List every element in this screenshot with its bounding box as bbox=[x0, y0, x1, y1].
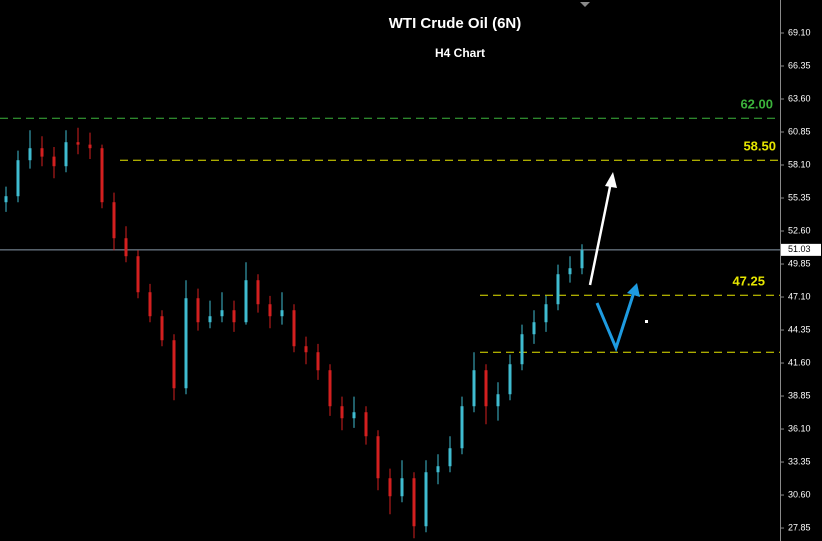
candle-body bbox=[76, 142, 80, 145]
candle-body bbox=[544, 304, 548, 323]
up-arrow-head bbox=[605, 172, 617, 188]
candle-body bbox=[160, 316, 164, 341]
candle-body bbox=[136, 256, 140, 293]
candle-body bbox=[448, 448, 452, 467]
level-label: 62.00 bbox=[740, 97, 773, 112]
candle-body bbox=[496, 394, 500, 407]
candle-body bbox=[412, 478, 416, 527]
annotation-arrows bbox=[588, 172, 648, 353]
level-label: 47.25 bbox=[732, 274, 765, 289]
candle-body bbox=[208, 316, 212, 323]
plot: 62.00 58.50 47.25 bbox=[0, 97, 780, 539]
candle-body bbox=[400, 478, 404, 497]
y-tick-label: 66.35 bbox=[788, 60, 811, 70]
v-arrow bbox=[595, 291, 636, 353]
candle-body bbox=[196, 298, 200, 323]
y-tick-label: 33.35 bbox=[788, 456, 811, 466]
candle-body bbox=[424, 472, 428, 527]
y-tick-label: 41.60 bbox=[788, 357, 811, 367]
candle-body bbox=[340, 406, 344, 419]
candle-body bbox=[220, 310, 224, 317]
y-tick-label: 55.35 bbox=[788, 192, 811, 202]
candle-body bbox=[376, 436, 380, 479]
y-tick-label: 69.10 bbox=[788, 27, 811, 37]
candle-body bbox=[364, 412, 368, 437]
candle-body bbox=[304, 346, 308, 353]
level-label: 58.50 bbox=[743, 139, 776, 154]
y-tick-label: 44.35 bbox=[788, 324, 811, 334]
candle-body bbox=[484, 370, 488, 407]
candle-body bbox=[112, 202, 116, 239]
candle-body bbox=[568, 268, 572, 275]
candle-body bbox=[64, 142, 68, 167]
candle-body bbox=[280, 310, 284, 317]
y-tick-label: 60.85 bbox=[788, 126, 811, 136]
current-price-label: 51.03 bbox=[788, 244, 811, 254]
candle-body bbox=[532, 322, 536, 335]
current-price-box bbox=[781, 243, 821, 256]
y-tick-label: 52.60 bbox=[788, 225, 811, 235]
candle-body bbox=[268, 304, 272, 317]
candle-body bbox=[100, 148, 104, 203]
candle-body bbox=[28, 148, 32, 161]
candle-body bbox=[88, 144, 92, 149]
candle-body bbox=[256, 280, 260, 305]
candle-body bbox=[52, 156, 56, 167]
y-tick-label: 30.60 bbox=[788, 489, 811, 499]
candle-body bbox=[4, 196, 8, 203]
y-tick-label: 27.85 bbox=[788, 522, 811, 532]
candle-body bbox=[556, 274, 560, 305]
candle-body bbox=[508, 364, 512, 395]
candle-body bbox=[472, 370, 476, 407]
candle-body bbox=[16, 160, 20, 197]
candle-body bbox=[232, 310, 236, 323]
y-tick-label: 58.10 bbox=[788, 159, 811, 169]
y-tick-label: 36.10 bbox=[788, 423, 811, 433]
candle-body bbox=[388, 478, 392, 497]
y-tick-label: 63.60 bbox=[788, 93, 811, 103]
chart-title: WTI Crude Oil (6N) bbox=[389, 15, 522, 32]
y-tick-label: 47.10 bbox=[788, 291, 811, 301]
candle-body bbox=[292, 310, 296, 347]
candle-body bbox=[172, 340, 176, 389]
candle-body bbox=[184, 298, 188, 389]
shift-marker bbox=[580, 2, 590, 7]
candle-body bbox=[124, 238, 128, 257]
candle-body bbox=[328, 370, 332, 407]
candle-body bbox=[580, 250, 584, 269]
candle-body bbox=[316, 352, 320, 371]
candle-body bbox=[436, 466, 440, 473]
candle-body bbox=[460, 406, 464, 449]
up-arrow bbox=[588, 181, 613, 286]
candle-body bbox=[148, 292, 152, 317]
y-tick-label: 38.85 bbox=[788, 390, 811, 400]
candle-body bbox=[352, 412, 356, 419]
chart-subtitle: H4 Chart bbox=[435, 46, 485, 60]
candle-body bbox=[40, 148, 44, 157]
candle-body bbox=[244, 280, 248, 323]
y-tick-label: 49.85 bbox=[788, 258, 811, 268]
v-arrow-head bbox=[627, 283, 640, 297]
dot bbox=[645, 320, 648, 323]
candle-body bbox=[520, 334, 524, 365]
